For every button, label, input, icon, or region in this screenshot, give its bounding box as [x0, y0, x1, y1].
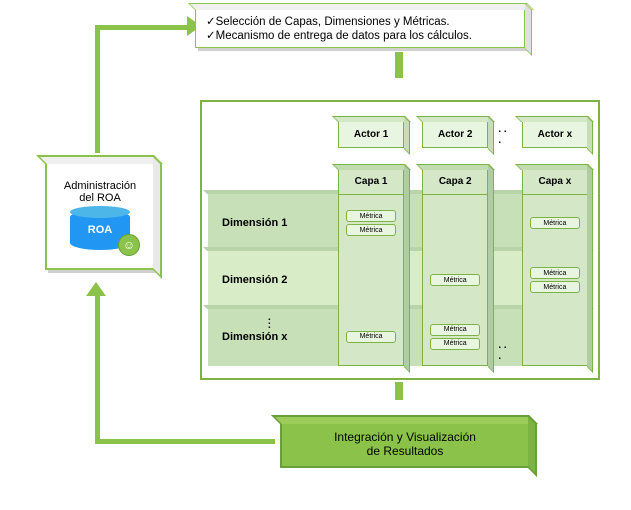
metric-badge: Métrica [346, 210, 396, 222]
roa-cylinder-label: ROA [88, 224, 112, 236]
selection-line-2: ✓Mecanismo de entrega de datos para los … [206, 28, 472, 42]
cell-1-2 [339, 252, 403, 309]
integration-box: Integración y Visualización de Resultado… [280, 420, 530, 468]
roa-cylinder-icon: ROA ☺ [70, 210, 130, 250]
actor-2: Actor 2 [422, 120, 488, 148]
metric-badge: Métrica [430, 274, 480, 286]
cell-x-2: Métrica Métrica [523, 252, 587, 309]
metric-badge: Métrica [430, 338, 480, 350]
capa-column-2: Capa 2 Métrica Métrica Métrica [422, 168, 488, 366]
metric-badge: Métrica [430, 324, 480, 336]
cell-x-3 [523, 308, 587, 365]
metric-badge: Métrica [346, 331, 396, 343]
dimension-label-2: Dimensión 2 [208, 274, 330, 286]
main-grid-container: Dimensión 1 Dimensión 2 Dimensión x ... … [200, 100, 600, 380]
actor-1: Actor 1 [338, 120, 404, 148]
capa-header-x: Capa x [523, 169, 587, 195]
cell-2-1 [423, 195, 487, 252]
cell-2-3: Métrica Métrica [423, 308, 487, 365]
cell-1-3: Métrica [339, 308, 403, 365]
integration-line-1: Integración y Visualización [334, 430, 476, 444]
dimension-label-x: Dimensión x [208, 331, 330, 343]
metric-badge: Métrica [346, 224, 396, 236]
capa-columns-row: Capa 1 Métrica Métrica Métrica Capa 2 Mé… [338, 168, 588, 366]
capa-ellipsis: . . . [498, 340, 512, 362]
dimension-label-1: Dimensión 1 [208, 217, 330, 229]
admin-roa-box: Administración del ROA ROA ☺ [45, 160, 155, 270]
metric-badge: Métrica [530, 267, 580, 279]
selection-line-1: ✓Selección de Capas, Dimensiones y Métri… [206, 14, 450, 28]
cell-x-1: Métrica [523, 195, 587, 252]
capa-column-x: Capa x Métrica Métrica Métrica [522, 168, 588, 366]
cell-1-1: Métrica Métrica [339, 195, 403, 252]
admin-title-1: Administración [64, 180, 136, 192]
actor-ellipsis: . . . [498, 124, 512, 146]
admin-title-2: del ROA [79, 192, 121, 204]
connector-admin-to-top [95, 25, 193, 153]
connector-bottom-to-admin-arrowhead [86, 282, 106, 296]
metric-badge: Métrica [530, 217, 580, 229]
smiley-icon: ☺ [118, 234, 140, 256]
dimension-ellipsis: ... [268, 316, 271, 328]
actor-header-row: Actor 1 Actor 2 . . . Actor x [338, 120, 588, 150]
capa-column-1: Capa 1 Métrica Métrica Métrica [338, 168, 404, 366]
selection-box: ✓Selección de Capas, Dimensiones y Métri… [195, 8, 525, 48]
metric-badge: Métrica [530, 281, 580, 293]
capa-header-1: Capa 1 [339, 169, 403, 195]
actor-x: Actor x [522, 120, 588, 148]
cell-2-2: Métrica [423, 252, 487, 309]
integration-line-2: de Resultados [367, 444, 444, 458]
capa-header-2: Capa 2 [423, 169, 487, 195]
